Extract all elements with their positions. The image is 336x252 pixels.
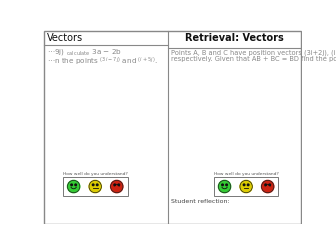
Circle shape — [92, 184, 94, 186]
Circle shape — [111, 180, 123, 193]
Circle shape — [269, 184, 270, 186]
Circle shape — [96, 184, 98, 186]
Circle shape — [89, 180, 101, 193]
Circle shape — [71, 184, 73, 186]
Circle shape — [75, 184, 77, 186]
Text: $\cdots$n the points $^{(3i-7j)}$ and $^{(i+5j)}$.: $\cdots$n the points $^{(3i-7j)}$ and $^… — [47, 56, 158, 68]
Text: Retrieval: Vectors: Retrieval: Vectors — [185, 33, 284, 43]
Text: How well do you understand?: How well do you understand? — [63, 172, 128, 176]
Circle shape — [247, 184, 249, 186]
Circle shape — [261, 180, 274, 193]
Circle shape — [218, 180, 231, 193]
Text: Student reflection:: Student reflection: — [171, 199, 230, 204]
Text: Points A, B and C have position vectors (3i+2j), (i−4j), and (8i+5j): Points A, B and C have position vectors … — [171, 49, 336, 56]
Circle shape — [265, 184, 266, 186]
Circle shape — [68, 180, 80, 193]
Circle shape — [118, 184, 120, 186]
Bar — [63, 177, 128, 196]
Circle shape — [226, 184, 227, 186]
Text: How well do you understand?: How well do you understand? — [214, 172, 279, 176]
Circle shape — [222, 184, 223, 186]
Circle shape — [243, 184, 245, 186]
Text: $\cdots$9j) $_{\mathrm{calculate}}$ 3a $-$ 2b: $\cdots$9j) $_{\mathrm{calculate}}$ 3a $… — [47, 47, 122, 57]
Circle shape — [114, 184, 116, 186]
Text: Vectors: Vectors — [47, 33, 83, 43]
Text: respectively. Given that AB + BC = BD find the position vector of D.: respectively. Given that AB + BC = BD fi… — [171, 56, 336, 62]
Circle shape — [240, 180, 252, 193]
Bar — [214, 177, 279, 196]
